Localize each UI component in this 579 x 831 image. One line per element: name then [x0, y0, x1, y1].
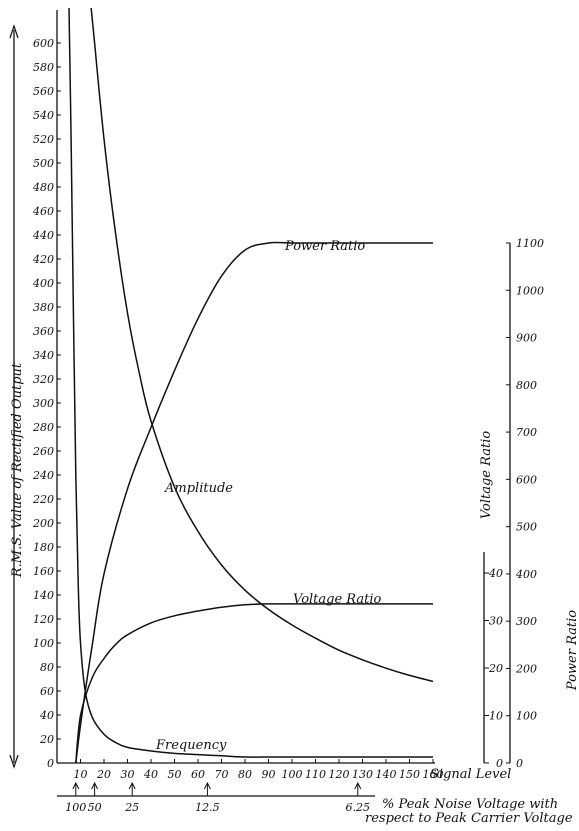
annotation-amplitude: Amplitude	[164, 481, 233, 496]
left-y-tick-label: 480	[32, 181, 54, 194]
x-tick-label: 150	[399, 768, 420, 781]
annotation-voltage-ratio: Voltage Ratio	[293, 592, 382, 607]
power-tick-label: 200	[515, 662, 537, 675]
left-y-tick-label: 180	[33, 541, 54, 554]
secondary-tick-label: 25	[124, 801, 139, 814]
left-y-tick-label: 280	[32, 421, 54, 434]
x-tick-label: 40	[143, 768, 158, 781]
power-tick-label: 500	[516, 521, 537, 534]
x-tick-label: 100	[282, 768, 303, 781]
left-y-tick-label: 300	[33, 397, 54, 410]
left-y-tick-label: 500	[33, 157, 54, 170]
left-y-tick-label: 580	[33, 61, 54, 74]
secondary-tick-label: 6.25	[346, 801, 371, 814]
secondary-tick-label: 100	[65, 801, 86, 814]
left-y-tick-label: 100	[33, 637, 54, 650]
arrow-up-icon	[91, 781, 99, 790]
series-line-voltage-ratio	[75, 603, 433, 763]
annotation-power-ratio: Power Ratio	[284, 239, 365, 254]
power-tick-label: 1100	[516, 237, 544, 250]
arrow-down-icon	[9, 754, 19, 769]
x-tick-label: 120	[329, 768, 350, 781]
x-tick-label: 130	[352, 768, 373, 781]
secondary-axis-title: % Peak Noise Voltage with respect to Pea…	[365, 797, 573, 826]
secondary-tick-label: 50	[88, 801, 102, 814]
voltage-tick-label: 0	[496, 757, 503, 770]
x-tick-label: 90	[262, 768, 276, 781]
x-tick-label: 50	[168, 768, 182, 781]
left-y-tick-label: 80	[40, 661, 54, 674]
left-y-tick-label: 600	[33, 37, 54, 50]
left-y-tick-label: 0	[47, 757, 54, 770]
left-y-tick-label: 220	[32, 493, 54, 506]
left-y-tick-label: 60	[40, 685, 54, 698]
left-y-tick-label: 160	[33, 565, 54, 578]
x-tick-label: 60	[191, 768, 205, 781]
power-axis-title: Power Ratio	[565, 610, 579, 691]
left-y-tick-label: 120	[33, 613, 54, 626]
power-tick-label: 800	[516, 379, 537, 392]
left-y-tick-label: 440	[32, 229, 54, 242]
arrow-up-icon	[9, 24, 19, 39]
left-y-tick-label: 320	[33, 373, 54, 386]
secondary-tick-label: 12.5	[195, 801, 220, 814]
x-tick-label: 140	[376, 768, 397, 781]
x-tick-label: 70	[215, 768, 229, 781]
voltage-tick-label: 30	[489, 615, 503, 628]
power-tick-label: 900	[516, 332, 537, 345]
power-tick-label: 300	[516, 615, 537, 628]
x-tick-label: 30	[121, 768, 135, 781]
power-tick-label: 600	[516, 473, 537, 486]
arrow-up-icon	[128, 781, 136, 790]
voltage-axis-title: Voltage Ratio	[479, 431, 494, 520]
power-tick-label: 700	[516, 426, 537, 439]
left-y-tick-label: 420	[32, 253, 54, 266]
x-tick-label: 20	[96, 768, 111, 781]
secondary-axis-title-line-2: respect to Peak Carrier Voltage	[365, 811, 573, 826]
power-tick-label: 400	[515, 568, 537, 581]
x-tick-label: 110	[305, 768, 326, 781]
secondary-axis-title-line-1: % Peak Noise Voltage with	[382, 797, 558, 812]
left-axis-title: R.M.S. Value of Rectified Output	[10, 362, 25, 578]
arrow-up-icon	[203, 781, 211, 790]
x-tick-label: 80	[238, 768, 252, 781]
x-tick-label: 10	[74, 768, 88, 781]
left-y-tick-label: 140	[33, 589, 54, 602]
left-y-tick-label: 460	[32, 205, 54, 218]
left-y-tick-label: 40	[39, 709, 54, 722]
voltage-tick-label: 40	[488, 567, 503, 580]
left-y-tick-label: 400	[32, 277, 54, 290]
left-y-tick-label: 240	[32, 469, 54, 482]
power-tick-label: 0	[516, 757, 523, 770]
left-y-tick-label: 540	[33, 109, 54, 122]
series-line-power-ratio	[75, 241, 433, 763]
series-line-frequency	[68, 8, 433, 758]
left-y-tick-label: 360	[33, 325, 54, 338]
left-y-tick-label: 200	[32, 517, 54, 530]
x-axis-title: Signal Level	[430, 767, 511, 782]
left-y-tick-label: 380	[33, 301, 54, 314]
left-y-tick-label: 20	[39, 733, 54, 746]
voltage-tick-label: 20	[488, 662, 503, 675]
x-tick-label: 160	[423, 768, 444, 781]
power-tick-label: 100	[516, 710, 537, 723]
arrow-up-icon	[72, 781, 80, 790]
left-y-tick-label: 520	[33, 133, 54, 146]
left-y-tick-label: 560	[33, 85, 54, 98]
series-line-amplitude	[90, 8, 434, 683]
arrow-up-icon	[354, 781, 362, 790]
left-y-tick-label: 260	[32, 445, 54, 458]
power-tick-label: 1000	[516, 284, 544, 297]
left-y-tick-label: 340	[33, 349, 54, 362]
annotation-frequency: Frequency	[155, 738, 227, 753]
voltage-tick-label: 10	[489, 710, 503, 723]
